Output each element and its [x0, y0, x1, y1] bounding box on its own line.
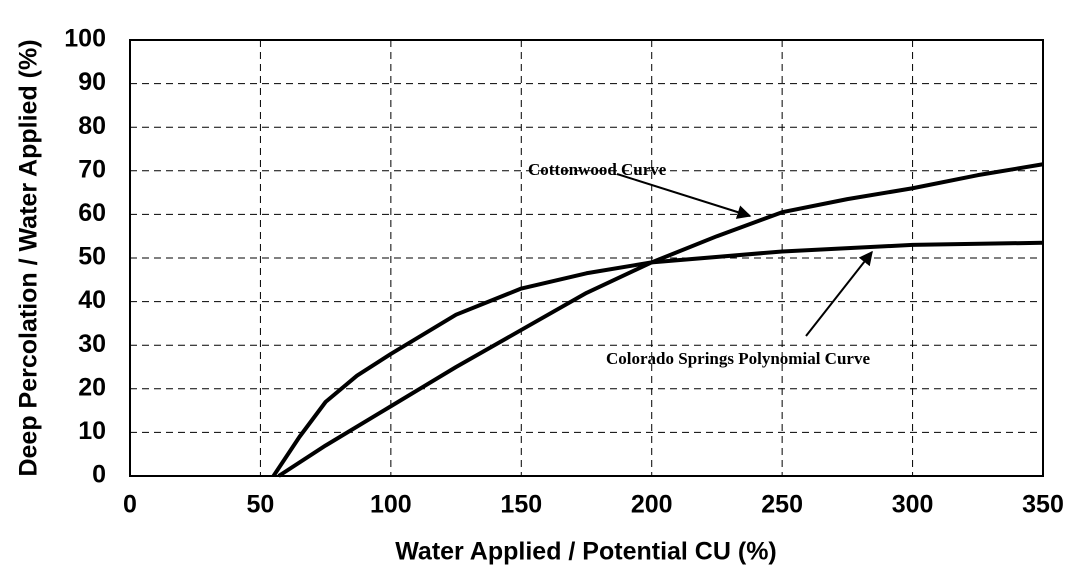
plot-frame — [129, 39, 1044, 477]
y-tick-label: 100 — [64, 25, 106, 53]
y-tick-label: 10 — [78, 417, 106, 445]
x-tick-label: 0 — [123, 491, 137, 519]
line — [277, 162, 1044, 478]
y-tick-label: 60 — [78, 199, 106, 227]
x-tick-label: 50 — [247, 491, 275, 519]
y-tick-label: 70 — [78, 155, 106, 183]
annotation-arrow — [805, 250, 873, 337]
y-tick-label: 30 — [78, 330, 106, 358]
y-tick-label: 50 — [78, 243, 106, 271]
x-tick-label: 200 — [631, 491, 673, 519]
x-tick-label: 150 — [500, 491, 542, 519]
x-tick-label: 250 — [761, 491, 803, 519]
annotation: Colorado Springs Polynomial Curve — [606, 349, 870, 368]
y-tick-label: 90 — [78, 68, 106, 96]
annotation: Cottonwood Curve — [528, 160, 667, 179]
x-tick-label: 350 — [1022, 491, 1064, 519]
x-tick-label: 100 — [370, 491, 412, 519]
annotation-arrow — [616, 173, 752, 219]
y-tick-label: 20 — [78, 373, 106, 401]
y-tick-label: 0 — [92, 461, 106, 489]
y-tick-label: 40 — [78, 286, 106, 314]
x-tick-label: 300 — [892, 491, 934, 519]
line — [271, 240, 1044, 478]
y-axis-label: Deep Percolation / Water Applied (%) — [15, 39, 43, 476]
x-axis-label: Water Applied / Potential CU (%) — [395, 538, 777, 566]
y-tick-label: 80 — [78, 112, 106, 140]
